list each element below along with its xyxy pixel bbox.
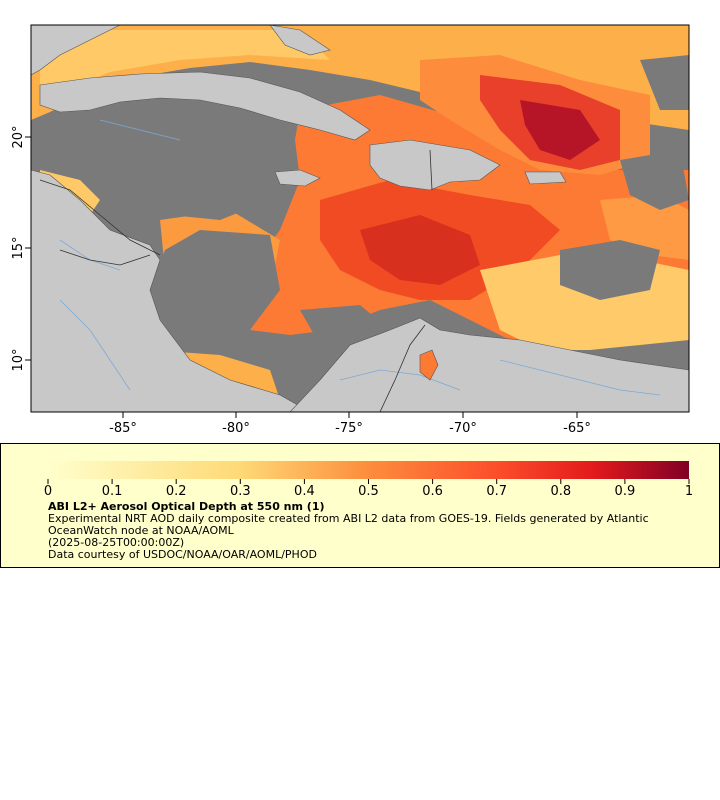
no-data-regions: [130, 55, 689, 350]
lon-tick-label: -65°: [563, 421, 591, 436]
colorbar-tick-label: 0.7: [486, 484, 507, 499]
legend-text: ABI L2+ Aerosol Optical Depth at 550 nm …: [48, 501, 688, 561]
lake-maracaibo: [419, 349, 439, 381]
south-america-land: [289, 317, 689, 412]
jamaica-land: [274, 169, 321, 187]
colorbar-tick-label: 0.6: [422, 484, 443, 499]
lat-tick-label: 15°: [11, 236, 26, 259]
lat-tick-label: 20°: [11, 125, 26, 148]
colorbar-tick-label: 0.2: [166, 484, 187, 499]
colorbar-tick-label: 0.3: [230, 484, 251, 499]
colorbar-ticks: 0 0.1 0.2 0.3 0.4 0.5 0.6 0.7 0.8 0.9 1: [44, 479, 693, 499]
colorbar-tick-label: 0.8: [550, 484, 571, 499]
lon-tick-label: -85°: [109, 421, 137, 436]
colorbar-tick-label: 0.5: [358, 484, 379, 499]
lon-tick-label: -75°: [335, 421, 363, 436]
map-frame: [30, 24, 690, 413]
legend-time: (2025-08-25T00:00:00Z): [48, 536, 185, 549]
longitude-axis: [122, 412, 578, 418]
colorbar-tick-label: 0.1: [102, 484, 123, 499]
latitude-axis: [25, 136, 31, 361]
bahamas-land: [269, 25, 331, 56]
legend-panel: 0 0.1 0.2 0.3 0.4 0.5 0.6 0.7 0.8 0.9 1 ABI L2+ Ae…: [0, 443, 720, 568]
puerto-rico-land: [524, 171, 567, 185]
cuba-land: [39, 71, 371, 141]
colorbar-tick-label: 0: [44, 484, 52, 499]
lat-tick-label: 10°: [11, 348, 26, 371]
aod-map: -85° -80° -75° -70° -65° 20° 15° 10°: [11, 24, 690, 436]
hispaniola-land: [369, 139, 501, 191]
legend-title: ABI L2+ Aerosol Optical Depth at 550 nm …: [48, 500, 325, 513]
colorbar: 0 0.1 0.2 0.3 0.4 0.5 0.6 0.7 0.8 0.9 1: [44, 461, 693, 499]
colorbar-gradient: [48, 461, 689, 479]
colorbar-tick-label: 0.4: [294, 484, 315, 499]
lon-tick-label: -80°: [222, 421, 250, 436]
borders: [39, 149, 433, 412]
legend-credit: Data courtesy of USDOC/NOAA/OAR/AOML/PHO…: [48, 548, 317, 561]
colorbar-tick-label: 0.9: [615, 484, 636, 499]
legend-description: Experimental NRT AOD daily composite cre…: [48, 512, 649, 537]
gulf-yucatan-land: [31, 25, 121, 76]
map-area: [31, 25, 689, 412]
land: [31, 25, 689, 412]
colorbar-tick-label: 1: [685, 484, 693, 499]
lon-tick-label: -70°: [449, 421, 477, 436]
